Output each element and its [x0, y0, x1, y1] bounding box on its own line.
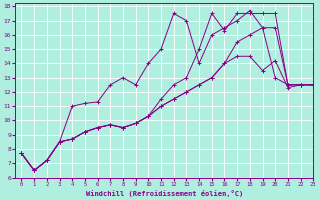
X-axis label: Windchill (Refroidissement éolien,°C): Windchill (Refroidissement éolien,°C): [85, 190, 243, 197]
